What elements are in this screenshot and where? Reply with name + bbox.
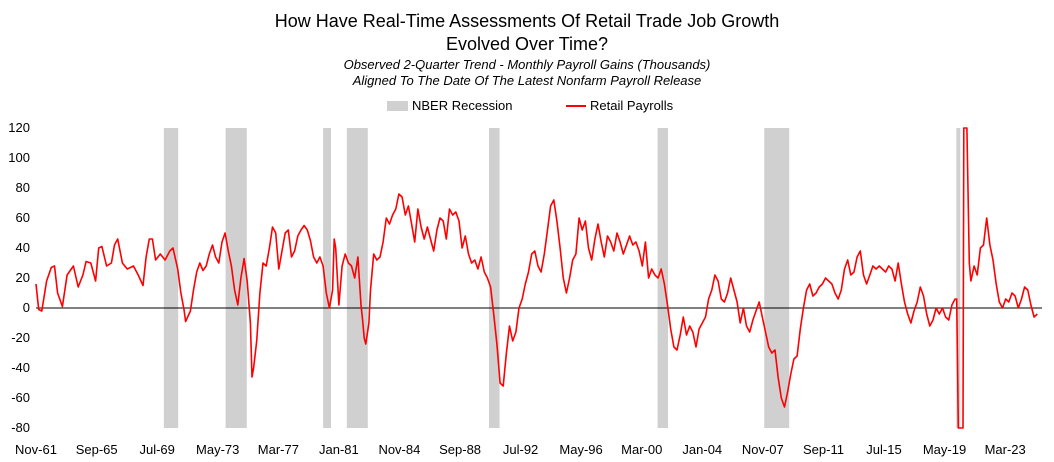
x-tick-label: May-73 <box>196 442 239 457</box>
y-tick-label: 120 <box>8 120 30 135</box>
y-tick-label: 20 <box>16 270 30 285</box>
x-tick-label: Mar-00 <box>621 442 662 457</box>
recession-band <box>488 128 500 428</box>
x-tick-label: Mar-77 <box>258 442 299 457</box>
chart-title: How Have Real-Time Assessments Of Retail… <box>274 11 780 31</box>
legend-recession: NBER Recession <box>387 98 512 114</box>
y-tick-label: 100 <box>8 150 30 165</box>
x-tick-label: Nov-84 <box>378 442 420 457</box>
x-tick-label: Jan-81 <box>319 442 359 457</box>
recession-band <box>346 128 368 428</box>
x-tick-label: Jan-04 <box>682 442 722 457</box>
recession-band <box>225 128 247 428</box>
x-tick-label: May-19 <box>923 442 966 457</box>
recession-band <box>764 128 790 428</box>
x-tick-label: Sep-65 <box>76 442 118 457</box>
legend-recession-swatch <box>387 101 408 111</box>
y-tick-label: 80 <box>16 180 30 195</box>
x-tick-label: Jul-15 <box>866 442 901 457</box>
recession-band <box>956 128 961 428</box>
y-tick-label: -20 <box>11 330 30 345</box>
recession-band <box>163 128 179 428</box>
y-tick-label: 60 <box>16 210 30 225</box>
x-tick-label: Jul-92 <box>503 442 538 457</box>
y-tick-label: 40 <box>16 240 30 255</box>
legend-retail: Retail Payrolls <box>566 98 673 114</box>
legend-retail-swatch <box>566 105 586 107</box>
x-tick-label: Nov-07 <box>742 442 784 457</box>
recession-band <box>323 128 331 428</box>
legend-recession-label: NBER Recession <box>412 98 513 113</box>
y-tick-label: -40 <box>11 360 30 375</box>
x-tick-label: Jul-69 <box>139 442 174 457</box>
y-tick-label: -60 <box>11 390 30 405</box>
x-tick-label: Mar-23 <box>985 442 1026 457</box>
chart-subtitle: Observed 2-Quarter Trend - Monthly Payro… <box>343 57 711 72</box>
x-tick-label: Sep-88 <box>439 442 481 457</box>
series-line-retail-payrolls <box>35 127 1038 429</box>
y-tick-label: -80 <box>11 420 30 435</box>
chart-subtitle-line2: Aligned To The Date Of The Latest Nonfar… <box>352 73 702 88</box>
x-tick-label: Nov-61 <box>15 442 57 457</box>
chart-title-line2: Evolved Over Time? <box>445 34 609 54</box>
x-tick-label: May-96 <box>559 442 602 457</box>
legend-retail-label: Retail Payrolls <box>590 98 674 113</box>
y-tick-label: 0 <box>23 300 30 315</box>
x-tick-label: Sep-11 <box>803 442 844 457</box>
